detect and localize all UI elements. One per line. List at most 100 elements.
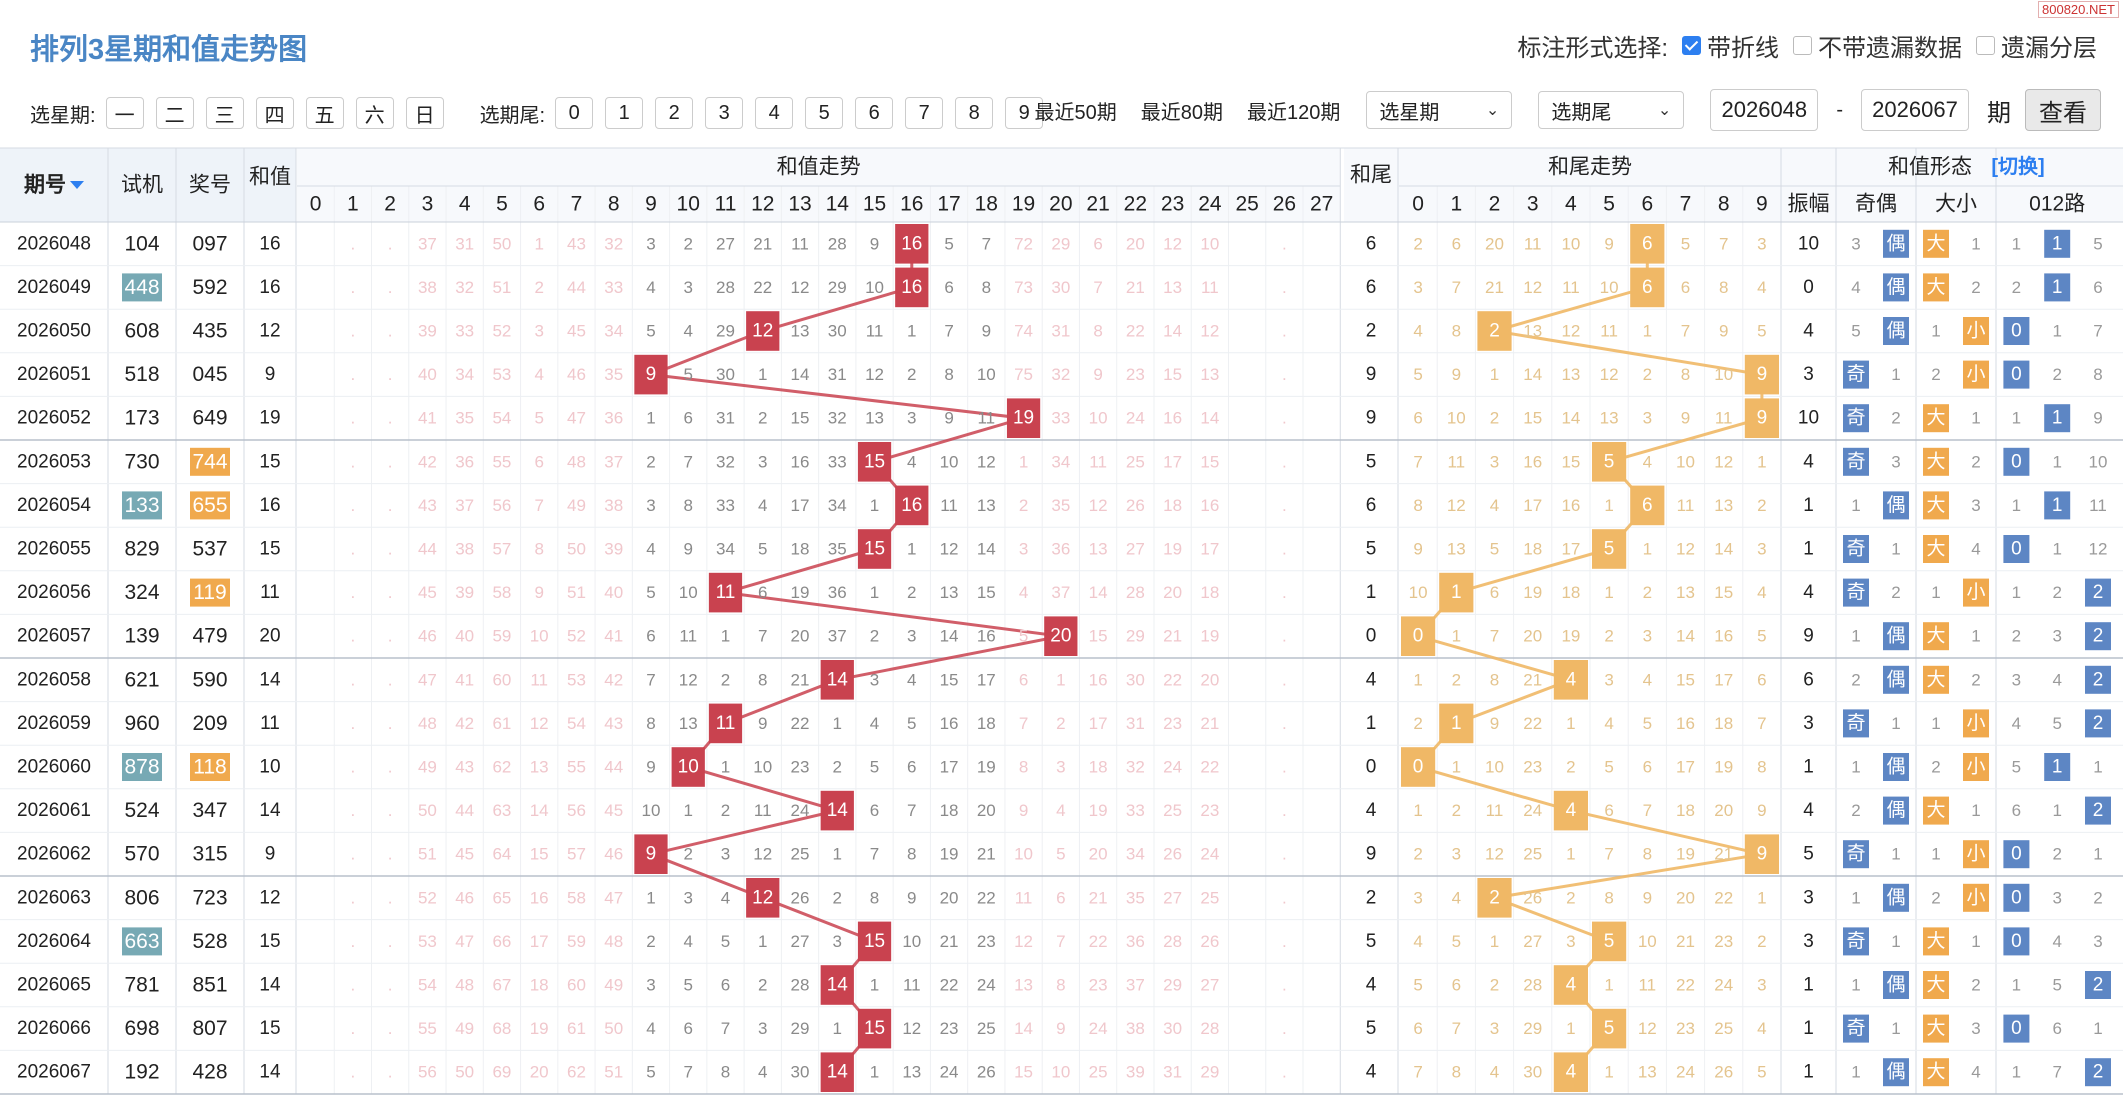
sum-miss-cell: 54 [418,976,437,995]
sum-miss-cell: 13 [1163,278,1182,297]
tail-chip[interactable]: 5 [805,97,844,129]
sum-miss-cell: . [351,234,356,253]
tail-chip[interactable]: 9 [1005,97,1044,129]
weekday-chip[interactable]: 二 [155,97,194,129]
opt-layer[interactable]: 遗漏分层 [1976,28,2097,63]
week-select[interactable]: 选星期 ⌄ [1366,91,1513,129]
sum-miss-cell: 39 [455,583,474,602]
tail-chip[interactable]: 6 [855,97,894,129]
r012-miss-cell: 4 [2052,932,2061,951]
amp-cell: 3 [1803,887,1814,908]
sum-miss-cell: 32 [828,409,847,428]
checkbox-icon[interactable] [1976,36,1995,55]
sum-miss-cell: 22 [791,714,810,733]
r012-badge [2085,709,2111,738]
sum-ball-label: 16 [901,233,922,254]
sum-miss-cell: 61 [492,714,511,733]
r012-badge-label: 0 [2011,1018,2022,1039]
sum-miss-cell: 6 [907,758,916,777]
tail-chip[interactable]: 0 [555,97,594,129]
tail-cell: 0 [1366,626,1377,647]
tail-chip[interactable]: 7 [905,97,944,129]
tail-miss-cell: 18 [1523,540,1542,559]
weekday-chip[interactable]: 五 [305,97,344,129]
tail-miss-cell: 2 [1643,583,1652,602]
test-cell: 781 [124,974,159,997]
oe-badge-label: 奇 [1846,538,1865,560]
weekday-chip[interactable]: 四 [255,97,294,129]
r012-miss-cell: 2 [2093,888,2102,907]
weekday-chip[interactable]: 一 [105,97,144,129]
draw-cell: 428 [192,1061,227,1084]
sum-miss-cell: 3 [907,627,916,646]
sum-miss-cell: 1 [758,932,767,951]
sum-miss-cell: 5 [534,409,543,428]
tail-miss-cell: 21 [1485,278,1504,297]
tail-miss-cell: 9 [1757,801,1766,820]
r012-miss-cell: 5 [2093,234,2102,253]
tail-miss-cell: 2 [1643,365,1652,384]
r012-badge-label: 0 [2011,844,2022,865]
tail-miss-cell: 3 [1490,1019,1499,1038]
sum-miss-cell: 2 [721,801,730,820]
tail-select[interactable]: 选期尾 ⌄ [1538,91,1685,129]
sum-miss-cell: . [351,976,356,995]
sum-miss-cell: . [388,888,393,907]
tail-miss-cell: 1 [1566,845,1575,864]
bs-badge [1923,622,1949,651]
sum-cell: 14 [259,800,281,821]
sum-miss-cell: 12 [865,365,884,384]
tail-miss-cell: 7 [1681,322,1690,341]
tail-cell: 6 [1366,277,1377,298]
oe-badge [1883,883,1909,912]
tail-cell: 4 [1366,800,1377,821]
tail-chip[interactable]: 3 [705,97,744,129]
tail-miss-cell: 2 [1490,976,1499,995]
tail-chip[interactable]: 1 [605,97,644,129]
tail-ball [1401,747,1436,787]
tail-miss-cell: 3 [1643,627,1652,646]
sum-miss-cell: 1 [534,234,543,253]
r012-miss-cell: 2 [2012,278,2021,297]
weekday-chip[interactable]: 六 [355,97,394,129]
r012-badge [2085,622,2111,651]
tail-miss-cell: 10 [1447,409,1466,428]
opt-line[interactable]: 带折线 [1682,28,1779,63]
sum-miss-cell: 73 [1014,278,1033,297]
sum-miss-cell: 57 [567,845,586,864]
tail-miss-cell: 7 [1413,452,1422,471]
weekday-chip[interactable]: 日 [405,97,444,129]
switch-link[interactable]: [切换] [1991,154,2044,178]
sum-miss-cell: 14 [940,627,959,646]
tail-miss-cell: 17 [1523,496,1542,515]
recent-50-link[interactable]: 最近50期 [1034,101,1117,124]
sum-miss-cell: 13 [977,496,996,515]
recent-80-link[interactable]: 最近80期 [1140,101,1223,124]
sum-miss-cell: 21 [940,932,959,951]
tail-chip[interactable]: 8 [955,97,994,129]
r012-miss-cell: 1 [2093,1019,2102,1038]
checkbox-icon[interactable] [1793,36,1812,55]
bs-badge-label: 大 [1926,1061,1945,1083]
r012-badge [2085,796,2111,825]
tail-ball [1477,311,1512,351]
sum-miss-cell: 2 [721,670,730,689]
sum-miss-cell: 55 [492,452,511,471]
sum-miss-cell: 54 [567,714,586,733]
tail-ball-label: 1 [1451,582,1462,603]
opt-no-miss[interactable]: 不带遗漏数据 [1793,28,1962,63]
test-cell: 663 [124,930,159,953]
from-issue-input[interactable]: 2026048 [1710,89,1819,131]
sum-miss-cell: 6 [870,801,879,820]
view-button[interactable]: 查看 [2025,89,2101,131]
sum-miss-cell: 8 [683,496,692,515]
test-cell: 192 [124,1061,159,1084]
tail-chip[interactable]: 2 [655,97,694,129]
weekday-chip[interactable]: 三 [205,97,244,129]
bs-badge [1923,491,1949,520]
recent-120-link[interactable]: 最近120期 [1246,101,1341,124]
tail-chip[interactable]: 4 [755,97,794,129]
checkbox-icon[interactable] [1682,36,1701,55]
sum-ball [895,485,929,526]
to-issue-input[interactable]: 2026067 [1861,89,1969,131]
